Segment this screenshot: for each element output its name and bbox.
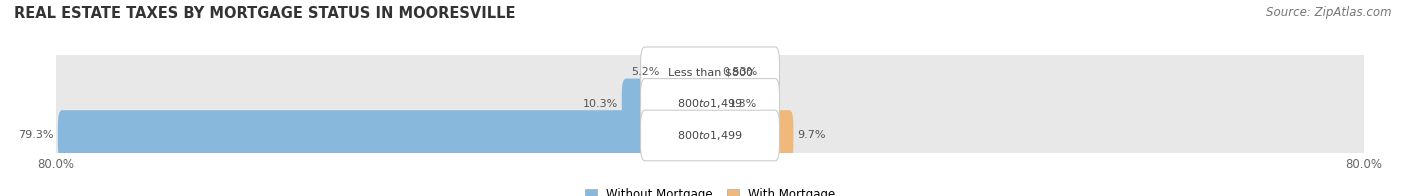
FancyBboxPatch shape — [58, 110, 714, 161]
FancyBboxPatch shape — [48, 94, 1372, 177]
FancyBboxPatch shape — [706, 110, 793, 161]
Text: 1.3%: 1.3% — [728, 99, 756, 109]
Text: Source: ZipAtlas.com: Source: ZipAtlas.com — [1267, 6, 1392, 19]
FancyBboxPatch shape — [706, 79, 724, 129]
Text: 79.3%: 79.3% — [18, 131, 53, 141]
FancyBboxPatch shape — [48, 63, 1372, 145]
Text: $800 to $1,499: $800 to $1,499 — [678, 129, 742, 142]
FancyBboxPatch shape — [48, 31, 1372, 113]
Text: Less than $800: Less than $800 — [668, 67, 752, 77]
Text: 5.2%: 5.2% — [631, 67, 659, 77]
FancyBboxPatch shape — [706, 47, 718, 98]
FancyBboxPatch shape — [641, 110, 779, 161]
FancyBboxPatch shape — [621, 79, 714, 129]
FancyBboxPatch shape — [641, 79, 779, 129]
Text: 9.7%: 9.7% — [797, 131, 825, 141]
Text: 10.3%: 10.3% — [582, 99, 617, 109]
FancyBboxPatch shape — [664, 47, 714, 98]
Text: $800 to $1,499: $800 to $1,499 — [678, 97, 742, 110]
Legend: Without Mortgage, With Mortgage: Without Mortgage, With Mortgage — [585, 188, 835, 196]
Text: 0.53%: 0.53% — [723, 67, 758, 77]
FancyBboxPatch shape — [641, 47, 779, 98]
Text: REAL ESTATE TAXES BY MORTGAGE STATUS IN MOORESVILLE: REAL ESTATE TAXES BY MORTGAGE STATUS IN … — [14, 6, 516, 21]
